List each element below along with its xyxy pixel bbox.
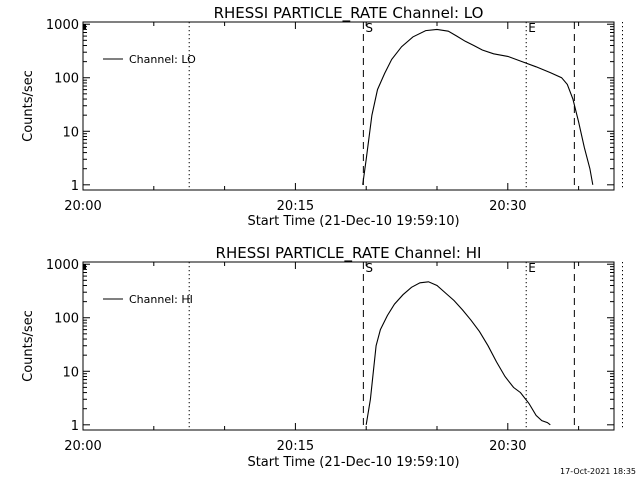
axis-corner-mark [83,24,86,29]
y-tick-label: 1000 [46,258,79,273]
plot-frame [82,261,615,431]
y-tick-label: 100 [54,312,79,327]
series-line [365,281,551,426]
end-marker-label: E [528,261,536,275]
x-tick-label: 20:00 [64,199,101,214]
start-marker-label: S [365,21,373,35]
series-line [362,28,594,185]
x-tick-label: 20:15 [277,439,314,454]
y-tick-label: 100 [54,72,79,87]
date-stamp: 17-Oct-2021 18:35 [560,467,636,476]
plot-frame [82,21,615,191]
chart-title: RHESSI PARTICLE_RATE Channel: HI [216,244,482,263]
x-tick-label: 20:15 [277,199,314,214]
x-axis-label: Start Time (21-Dec-10 19:59:10) [247,214,459,229]
panel-hi: RHESSI PARTICLE_RATE Channel: HI 20:00 20:… [21,244,623,470]
y-tick-label: 1 [71,419,79,434]
start-marker-label: S [365,261,373,275]
legend-label: Channel: LO [129,53,196,66]
x-tick-label: 20:30 [489,439,526,454]
x-axis-label: Start Time (21-Dec-10 19:59:10) [247,455,459,470]
end-marker-label: E [528,21,536,35]
panel-lo: RHESSI PARTICLE_RATE Channel: LO 20:00 20:… [21,4,623,229]
chart-title: RHESSI PARTICLE_RATE Channel: LO [214,4,484,23]
y-axis-label: Counts/sec [21,70,36,142]
axis-corner-mark [83,264,86,269]
y-tick-label: 1000 [46,18,79,33]
y-tick-label: 10 [62,365,79,380]
y-tick-label: 1 [71,179,79,194]
x-tick-label: 20:30 [489,199,526,214]
x-tick-label: 20:00 [64,439,101,454]
y-tick-label: 10 [62,125,79,140]
y-axis-label: Counts/sec [21,310,36,382]
legend-label: Channel: HI [129,293,193,306]
